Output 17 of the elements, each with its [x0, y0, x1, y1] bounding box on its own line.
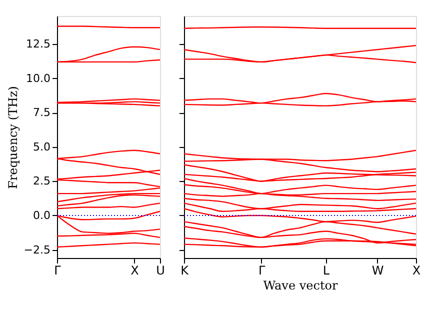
x-tick-label: W: [372, 264, 384, 278]
x-tick-label: U: [156, 264, 165, 278]
y-tick-label: 2.5: [33, 174, 50, 188]
y-tick-label: 12.5: [26, 38, 50, 51]
y-tick-label: 5.0: [33, 140, 50, 154]
x-tick-label: X: [130, 264, 139, 278]
y-axis-title: Frequency (THz): [6, 86, 20, 189]
x-tick-label: Γ: [258, 264, 266, 278]
x-tick-label: K: [180, 264, 190, 278]
x-tick-label: Γ: [54, 264, 62, 278]
x-tick-label: L: [322, 264, 330, 278]
x-axis-title: Wave vector: [263, 278, 338, 292]
x-tick-label: X: [412, 264, 421, 278]
y-tick-label: 0.0: [33, 208, 50, 222]
y-tick-label: 10.0: [26, 72, 50, 85]
y-tick-label: 7.5: [33, 106, 50, 120]
y-tick-label: −2.5: [24, 243, 50, 256]
